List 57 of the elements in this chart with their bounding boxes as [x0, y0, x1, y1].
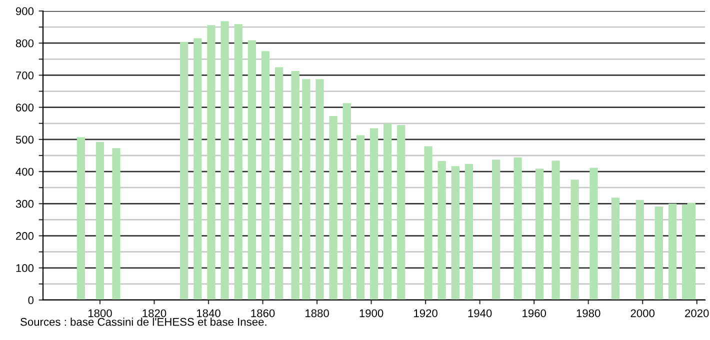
y-tick-label: 900 — [16, 7, 34, 16]
bar — [370, 128, 378, 300]
bar — [291, 71, 300, 300]
bar — [590, 168, 598, 300]
x-tick-label: 2020 — [685, 309, 709, 318]
bar — [438, 160, 446, 300]
y-tick-label: 400 — [16, 168, 34, 176]
y-tick-label: 100 — [16, 264, 34, 272]
bar — [424, 146, 432, 300]
x-tick-label: 1900 — [360, 309, 384, 318]
bar — [76, 137, 86, 300]
bar — [316, 79, 324, 300]
x-tick-label: 2000 — [630, 309, 655, 318]
bar — [274, 67, 284, 300]
bar — [248, 40, 256, 300]
bar — [220, 21, 229, 300]
y-tick-label: 200 — [16, 232, 34, 240]
bar — [570, 180, 579, 300]
bar — [112, 148, 120, 300]
bar — [96, 142, 104, 300]
x-tick-label: 1840 — [196, 309, 220, 318]
bar — [654, 206, 663, 300]
x-tick-label: 1800 — [88, 309, 112, 318]
y-tick-label: 800 — [16, 39, 34, 48]
x-tick-label: 1880 — [306, 309, 329, 318]
bar — [383, 124, 392, 300]
bar — [397, 124, 406, 300]
bar — [636, 200, 644, 300]
bar — [302, 79, 310, 300]
y-tick-label: 500 — [16, 136, 34, 144]
y-tick-label: 600 — [16, 104, 34, 112]
bar — [552, 160, 560, 300]
bar — [451, 166, 460, 300]
bar — [356, 135, 365, 300]
bar — [180, 42, 188, 300]
x-tick-label: 1920 — [414, 309, 438, 318]
y-tick-label: 300 — [16, 200, 34, 208]
bar — [194, 38, 202, 300]
y-tick-label: 700 — [16, 71, 34, 80]
x-tick-label: 1860 — [251, 309, 275, 318]
bar — [535, 168, 544, 300]
bar — [329, 116, 338, 300]
source-note: Sources : base Cassini de l'EHESS et base Insee. — [20, 318, 266, 326]
bar — [668, 204, 677, 300]
bar — [207, 25, 216, 300]
bar — [492, 160, 500, 300]
bar — [611, 198, 620, 300]
x-tick-label: 1820 — [142, 309, 166, 318]
bar — [234, 24, 242, 300]
bar — [342, 103, 351, 300]
x-tick-label: 1980 — [576, 309, 600, 318]
bar — [514, 157, 522, 300]
x-tick-label: 1960 — [522, 309, 546, 318]
bar — [261, 51, 270, 300]
y-tick-label: 0 — [28, 296, 34, 304]
bar — [464, 164, 474, 300]
x-tick-label: 1940 — [468, 309, 492, 318]
